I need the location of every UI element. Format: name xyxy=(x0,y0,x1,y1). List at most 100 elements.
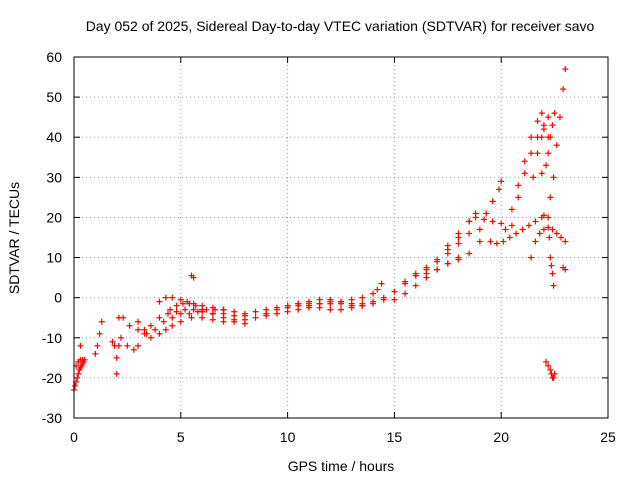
data-point xyxy=(98,318,105,325)
data-point xyxy=(295,306,302,313)
data-point xyxy=(496,186,503,193)
data-point xyxy=(543,162,550,169)
data-point xyxy=(412,270,419,277)
data-point xyxy=(92,350,99,357)
data-point xyxy=(75,370,82,377)
x-axis-label: GPS time / hours xyxy=(288,458,395,474)
series-arc-midday-4 xyxy=(284,296,366,309)
data-point xyxy=(525,222,532,229)
data-point xyxy=(466,230,473,237)
series-arc-late-4 xyxy=(560,264,569,273)
data-point xyxy=(502,226,509,233)
data-point xyxy=(513,230,520,237)
series-arc-afternoon-4 xyxy=(412,254,462,277)
data-point xyxy=(81,356,88,363)
data-point xyxy=(483,210,490,217)
data-point xyxy=(487,238,494,245)
data-point xyxy=(549,226,556,233)
data-point xyxy=(562,238,569,245)
data-point xyxy=(156,314,163,321)
data-point xyxy=(359,294,366,301)
data-point xyxy=(338,306,344,313)
data-point xyxy=(545,134,552,141)
data-point xyxy=(162,326,169,333)
x-tick-label: 25 xyxy=(600,429,616,445)
data-point xyxy=(540,212,547,219)
series-arc-late-3 xyxy=(543,358,558,381)
data-point xyxy=(553,142,560,149)
data-point xyxy=(209,304,216,311)
data-point xyxy=(558,234,565,241)
data-point xyxy=(295,300,302,307)
data-point xyxy=(273,304,280,311)
data-point xyxy=(551,110,558,117)
y-tick-label: 20 xyxy=(46,209,62,225)
data-point xyxy=(444,250,451,257)
x-tick-label: 0 xyxy=(70,429,78,445)
data-point xyxy=(547,366,554,373)
data-point xyxy=(338,298,344,305)
data-point xyxy=(169,322,176,329)
data-point xyxy=(550,282,557,289)
data-point xyxy=(220,306,227,313)
data-point xyxy=(96,330,103,337)
data-point xyxy=(380,294,387,301)
y-tick-label: 40 xyxy=(46,129,62,145)
data-point xyxy=(327,296,334,303)
data-point xyxy=(147,334,154,341)
data-point xyxy=(378,280,385,287)
data-point xyxy=(284,308,291,315)
data-point xyxy=(188,314,195,321)
data-point xyxy=(190,274,197,281)
data-point xyxy=(186,300,193,307)
data-point xyxy=(135,342,142,349)
y-tick-label: -20 xyxy=(42,370,62,386)
data-point xyxy=(528,150,535,157)
data-point xyxy=(466,250,473,257)
data-point xyxy=(528,254,535,261)
data-point xyxy=(545,114,552,121)
data-point xyxy=(177,296,184,303)
y-tick-label: 50 xyxy=(46,89,62,105)
data-point xyxy=(489,218,496,225)
series-early-points-b xyxy=(109,314,122,377)
x-tick-label: 10 xyxy=(280,429,296,445)
data-point xyxy=(273,310,280,317)
data-point xyxy=(316,304,323,311)
series-arc-late-2 xyxy=(545,214,557,289)
data-point xyxy=(493,240,500,247)
series-isolated xyxy=(188,272,197,281)
data-point xyxy=(506,234,513,241)
data-point xyxy=(515,194,522,201)
data-point xyxy=(141,326,148,333)
data-point xyxy=(508,206,515,213)
data-point xyxy=(498,220,505,227)
data-point xyxy=(147,322,154,329)
data-point xyxy=(135,326,142,333)
data-point xyxy=(72,382,79,389)
series-arc-midday-5 xyxy=(338,280,385,305)
data-point xyxy=(560,86,567,93)
data-point xyxy=(173,308,180,315)
x-tick-label: 15 xyxy=(387,429,403,445)
data-point xyxy=(173,302,180,309)
series-arc-morning-5 xyxy=(167,300,206,313)
data-point xyxy=(169,294,176,301)
data-point xyxy=(156,298,163,305)
data-points xyxy=(71,66,569,393)
data-point xyxy=(476,226,483,233)
data-point xyxy=(551,370,558,377)
data-point xyxy=(74,374,81,381)
y-tick-label: 30 xyxy=(46,169,62,185)
series-arc-evening-2 xyxy=(476,178,505,233)
data-point xyxy=(545,224,552,231)
x-tick-labels: 0 5 10 15 20 25 xyxy=(70,429,616,445)
chart-title: Day 052 of 2025, Sidereal Day-to-day VTE… xyxy=(86,18,595,34)
data-point xyxy=(562,266,569,273)
data-point xyxy=(538,110,545,117)
data-point xyxy=(177,318,184,325)
data-point xyxy=(182,306,189,313)
data-point xyxy=(370,290,377,297)
series-arc-evening-3 xyxy=(487,212,547,247)
